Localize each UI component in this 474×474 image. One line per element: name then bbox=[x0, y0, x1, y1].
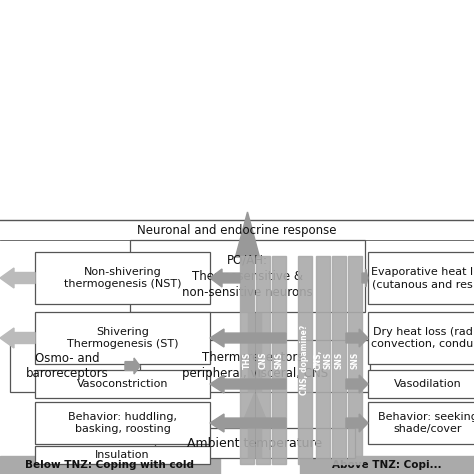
Text: Insulation: Insulation bbox=[95, 450, 150, 460]
Bar bbox=[35, 402, 210, 444]
Text: CNS, dopamine?: CNS, dopamine? bbox=[301, 325, 310, 395]
Bar bbox=[35, 312, 210, 364]
Text: Non-shivering
thermogenesis (NST): Non-shivering thermogenesis (NST) bbox=[64, 267, 181, 289]
Polygon shape bbox=[0, 328, 35, 348]
Bar bbox=[300, 456, 474, 474]
Bar bbox=[368, 252, 474, 304]
Text: SNS: SNS bbox=[350, 351, 359, 369]
Bar bbox=[140, 340, 370, 392]
Text: CNS,
SNS: CNS, SNS bbox=[313, 350, 333, 370]
Bar bbox=[298, 256, 312, 464]
Text: Evaporative heat l...
(cutanous and res...: Evaporative heat l... (cutanous and res.… bbox=[372, 267, 474, 289]
Bar bbox=[316, 256, 330, 464]
Bar bbox=[256, 256, 270, 464]
Polygon shape bbox=[346, 329, 368, 347]
Text: Ambient temperature: Ambient temperature bbox=[187, 437, 323, 449]
Bar bbox=[35, 370, 210, 398]
Bar bbox=[368, 312, 474, 364]
Bar bbox=[272, 256, 286, 464]
Text: Below TNZ: Coping with cold: Below TNZ: Coping with cold bbox=[26, 460, 194, 470]
Text: Shivering
Thermogenesis (ST): Shivering Thermogenesis (ST) bbox=[67, 327, 178, 349]
Bar bbox=[10, 340, 125, 392]
Bar bbox=[35, 446, 210, 464]
Polygon shape bbox=[125, 358, 140, 374]
Text: Vasoconstriction: Vasoconstriction bbox=[77, 379, 168, 389]
Polygon shape bbox=[243, 240, 267, 392]
Text: Behavior: huddling,
basking, roosting: Behavior: huddling, basking, roosting bbox=[68, 412, 177, 434]
Text: THS: THS bbox=[243, 351, 252, 369]
Bar bbox=[332, 256, 346, 464]
Bar bbox=[35, 252, 210, 304]
Polygon shape bbox=[210, 375, 286, 393]
Polygon shape bbox=[210, 269, 240, 287]
Bar bbox=[0, 456, 220, 474]
Text: CNS: CNS bbox=[258, 351, 267, 369]
Polygon shape bbox=[243, 392, 267, 458]
Bar bbox=[155, 428, 355, 458]
Polygon shape bbox=[362, 269, 368, 287]
Text: PO/AH:
Thermosensitive &
non-sensitive neurons: PO/AH: Thermosensitive & non-sensitive n… bbox=[182, 254, 313, 299]
Text: Thermoreceptors:
peripheral, visceral, CNS: Thermoreceptors: peripheral, visceral, C… bbox=[182, 352, 328, 381]
Polygon shape bbox=[236, 212, 259, 312]
Text: Neuronal and endocrine response: Neuronal and endocrine response bbox=[137, 224, 337, 237]
Text: Dry heat loss (rad...
convection, condu...: Dry heat loss (rad... convection, condu.… bbox=[372, 327, 474, 349]
Text: Osmo- and
baroreceptors: Osmo- and baroreceptors bbox=[26, 352, 109, 381]
Bar bbox=[130, 240, 365, 312]
Text: Behavior: seeking
shade/cover: Behavior: seeking shade/cover bbox=[378, 412, 474, 434]
Polygon shape bbox=[0, 268, 35, 288]
Bar bbox=[348, 256, 362, 464]
Polygon shape bbox=[346, 414, 368, 432]
Text: Vasodilation: Vasodilation bbox=[394, 379, 462, 389]
Bar bbox=[368, 402, 474, 444]
Bar bbox=[240, 256, 254, 464]
Text: SNS: SNS bbox=[274, 351, 283, 369]
Text: SNS: SNS bbox=[335, 351, 344, 369]
Polygon shape bbox=[210, 414, 286, 432]
Polygon shape bbox=[346, 375, 368, 393]
Polygon shape bbox=[210, 329, 286, 347]
Bar bbox=[368, 370, 474, 398]
Text: Above TNZ: Copi...: Above TNZ: Copi... bbox=[332, 460, 442, 470]
